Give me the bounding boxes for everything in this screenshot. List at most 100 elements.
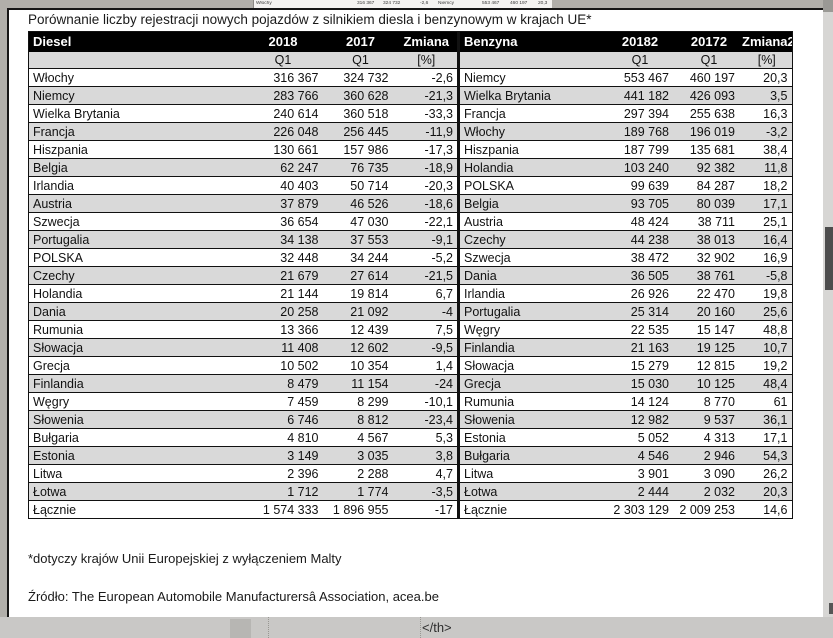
benzyna-header-change: Zmiana2 (742, 31, 792, 52)
value-2017-cell: 38 711 (676, 212, 742, 231)
change-cell: 19,2 (742, 356, 792, 375)
table-row: Portugalia 34 138 37 553 -9,1 (28, 230, 458, 249)
value-2017-cell: 460 197 (676, 68, 742, 87)
value-2017-cell: 324 732 (325, 68, 396, 87)
benzyna-header-label: Benzyna (459, 31, 604, 52)
country-cell: Litwa (459, 464, 604, 483)
table-row: Finlandia 8 479 11 154 -24 (28, 374, 458, 393)
country-cell: Łącznie (28, 500, 241, 519)
value-2017-cell: 20 160 (676, 302, 742, 321)
change-cell: 20,3 (742, 68, 792, 87)
subheader-q1: Q1 (240, 51, 326, 69)
country-cell: Francja (459, 104, 604, 123)
change-cell: -5,2 (395, 248, 458, 267)
value-2017-cell: 8 812 (325, 410, 396, 429)
table-row: Litwa 3 901 3 090 26,2 (459, 464, 792, 483)
value-2018-cell: 34 138 (240, 230, 326, 249)
country-cell: Hiszpania (28, 140, 241, 159)
change-cell: 6,7 (395, 284, 458, 303)
table-row: Holandia 21 144 19 814 6,7 (28, 284, 458, 303)
country-cell: Włochy (459, 122, 604, 141)
table-row: Irlandia 26 926 22 470 19,8 (459, 284, 792, 303)
country-cell: POLSKA (28, 248, 241, 267)
value-2017-cell: 38 761 (676, 266, 742, 285)
bottom-bar-chip (230, 619, 251, 638)
change-cell: 20,3 (742, 482, 792, 501)
change-cell: 48,4 (742, 374, 792, 393)
value-2018-cell: 99 639 (604, 176, 676, 195)
country-cell: Holandia (459, 158, 604, 177)
country-cell: Estonia (28, 446, 241, 465)
table-row: Słowenia 12 982 9 537 36,1 (459, 410, 792, 429)
country-cell: Portugalia (28, 230, 241, 249)
change-cell: 25,1 (742, 212, 792, 231)
country-cell: Irlandia (459, 284, 604, 303)
value-2017-cell: 84 287 (676, 176, 742, 195)
left-gutter (0, 0, 7, 617)
table-row: Niemcy 553 467 460 197 20,3 (459, 68, 792, 87)
change-cell: 48,8 (742, 320, 792, 339)
value-2017-cell: 10 125 (676, 374, 742, 393)
value-2017-cell: 12 602 (325, 338, 396, 357)
country-cell: Holandia (28, 284, 241, 303)
change-cell: 16,3 (742, 104, 792, 123)
value-2018-cell: 21 163 (604, 338, 676, 357)
vertical-scrollbar[interactable] (823, 0, 833, 617)
table-row: POLSKA 99 639 84 287 18,2 (459, 176, 792, 195)
country-cell: Niemcy (28, 86, 241, 105)
value-2018-cell: 38 472 (604, 248, 676, 267)
country-cell: Czechy (28, 266, 241, 285)
country-cell: Irlandia (28, 176, 241, 195)
country-cell: Słowacja (459, 356, 604, 375)
subheader-pct: [%] (395, 51, 458, 69)
scrollbar-thumb[interactable] (825, 227, 833, 290)
subheader-q1: Q1 (676, 51, 742, 69)
scrollbar-top-corner (823, 0, 833, 12)
value-2017-cell: 157 986 (325, 140, 396, 159)
table-row: Estonia 5 052 4 313 17,1 (459, 428, 792, 447)
change-cell: 16,9 (742, 248, 792, 267)
table-row: Łotwa 2 444 2 032 20,3 (459, 482, 792, 501)
value-2017-cell: 76 735 (325, 158, 396, 177)
value-2018-cell: 4 810 (240, 428, 326, 447)
table-row: Francja 297 394 255 638 16,3 (459, 104, 792, 123)
value-2018-cell: 7 459 (240, 392, 326, 411)
value-2017-cell: 1 896 955 (325, 500, 396, 519)
value-2018-cell: 4 546 (604, 446, 676, 465)
benzyna-header-2018: 20182 (604, 31, 676, 52)
table-row: Czechy 21 679 27 614 -21,5 (28, 266, 458, 285)
value-2017-cell: 196 019 (676, 122, 742, 141)
value-2018-cell: 1 574 333 (240, 500, 326, 519)
table-row: Węgry 7 459 8 299 -10,1 (28, 392, 458, 411)
table-row: Niemcy 283 766 360 628 -21,3 (28, 86, 458, 105)
table-row: Grecja 15 030 10 125 48,4 (459, 374, 792, 393)
value-2017-cell: 34 244 (325, 248, 396, 267)
change-cell: -21,5 (395, 266, 458, 285)
footnote: *dotyczy krajów Unii Europejskiej z wyłą… (28, 551, 342, 566)
subheader-blank (28, 51, 241, 69)
table-row: Włochy 189 768 196 019 -3,2 (459, 122, 792, 141)
change-cell: -18,9 (395, 158, 458, 177)
value-2018-cell: 6 746 (240, 410, 326, 429)
value-2017-cell: 256 445 (325, 122, 396, 141)
table-row: Grecja 10 502 10 354 1,4 (28, 356, 458, 375)
value-2017-cell: 2 032 (676, 482, 742, 501)
value-2018-cell: 316 367 (240, 68, 326, 87)
value-2017-cell: 19 814 (325, 284, 396, 303)
diesel-header-2017: 2017 (325, 31, 396, 52)
value-2017-cell: 15 147 (676, 320, 742, 339)
change-cell: -5,8 (742, 266, 792, 285)
change-cell: -9,5 (395, 338, 458, 357)
table-row: Hiszpania 187 799 135 681 38,4 (459, 140, 792, 159)
value-2017-cell: 426 093 (676, 86, 742, 105)
table-row: Szwecja 38 472 32 902 16,9 (459, 248, 792, 267)
change-cell: -17 (395, 500, 458, 519)
value-2018-cell: 44 238 (604, 230, 676, 249)
table-row: Belgia 62 247 76 735 -18,9 (28, 158, 458, 177)
diesel-header-row: Diesel 2018 2017 Zmiana (28, 31, 458, 52)
country-cell: Łotwa (459, 482, 604, 501)
value-2018-cell: 3 901 (604, 464, 676, 483)
total-row: Łącznie 2 303 129 2 009 253 14,6 (459, 500, 792, 519)
benzyna-header-row: Benzyna 20182 20172 Zmiana2 (459, 31, 792, 52)
table-row: Czechy 44 238 38 013 16,4 (459, 230, 792, 249)
